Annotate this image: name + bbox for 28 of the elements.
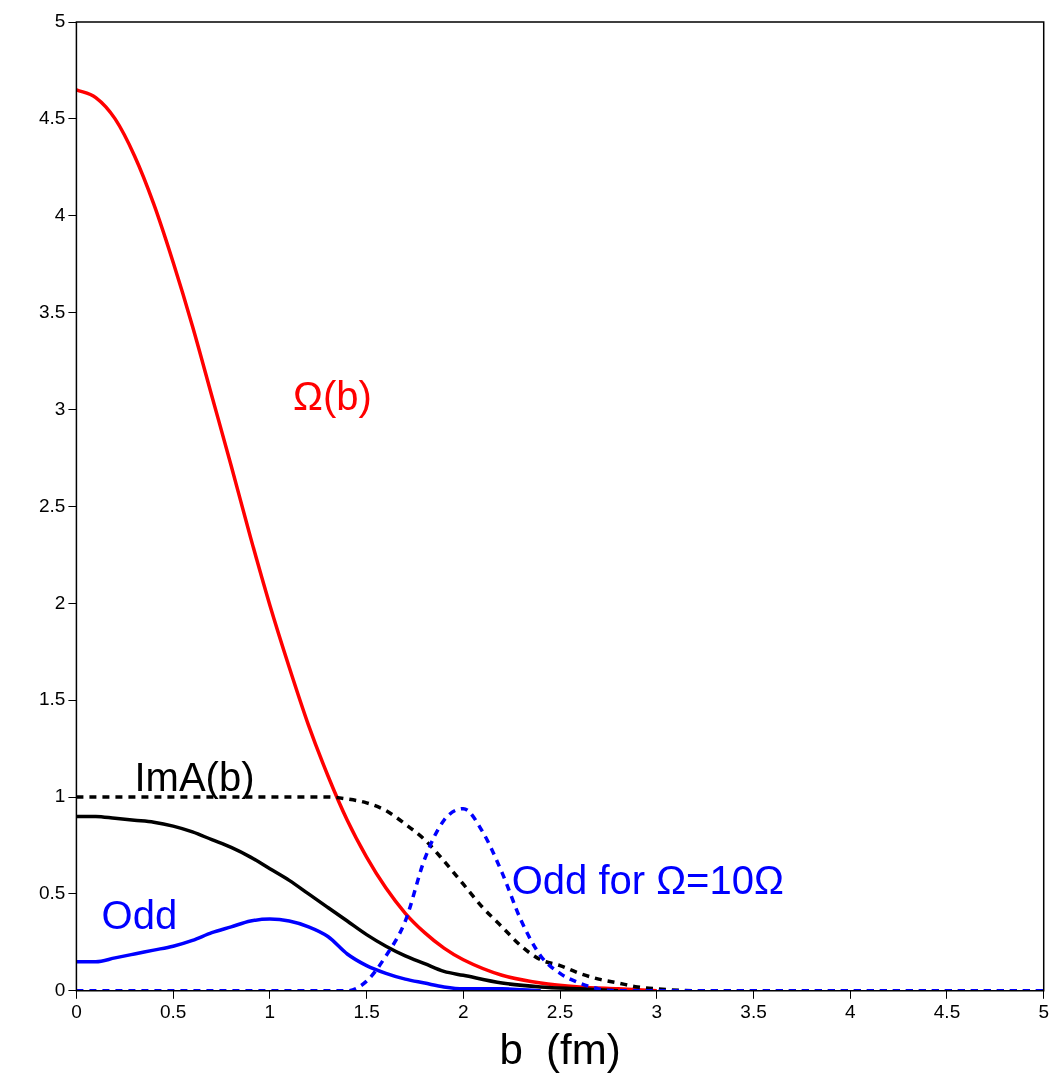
y-tick-label: 2 xyxy=(54,591,66,613)
x-axis-title: b (fm) xyxy=(499,1026,621,1074)
y-tick-label: 3.5 xyxy=(38,300,66,322)
x-tick-label: 2.5 xyxy=(546,1001,574,1023)
y-tick-label: 1.5 xyxy=(38,688,66,710)
x-tick-label: 4.5 xyxy=(933,1001,961,1023)
x-tick-label: 0.5 xyxy=(159,1001,187,1023)
y-tick-label: 0.5 xyxy=(38,882,66,904)
x-tick-label: 1.5 xyxy=(353,1001,380,1023)
x-tick-label: 4 xyxy=(844,1001,856,1023)
y-tick-label: 1 xyxy=(54,785,66,807)
y-tick-label: 3 xyxy=(54,397,66,419)
series-label: Odd for Ω=10Ω xyxy=(511,857,784,902)
y-tick-label: 2.5 xyxy=(38,494,66,516)
y-tick-label: 4.5 xyxy=(38,107,66,129)
x-tick-label: 5 xyxy=(1038,1001,1050,1023)
line-series xyxy=(76,88,659,991)
x-tick-label: 3.5 xyxy=(740,1001,767,1023)
x-tick-label: 0 xyxy=(71,1001,82,1023)
series-label: ImA(b) xyxy=(134,755,255,800)
y-tick-label: 5 xyxy=(54,10,66,32)
series-label: Odd xyxy=(101,892,178,937)
series-label: Ω(b) xyxy=(293,373,372,418)
y-tick-label: 0 xyxy=(54,979,66,1001)
x-tick-label: 2 xyxy=(458,1001,469,1023)
x-tick-label: 1 xyxy=(264,1001,276,1023)
x-tick-label: 3 xyxy=(651,1001,663,1023)
y-tick-label: 4 xyxy=(54,203,66,225)
